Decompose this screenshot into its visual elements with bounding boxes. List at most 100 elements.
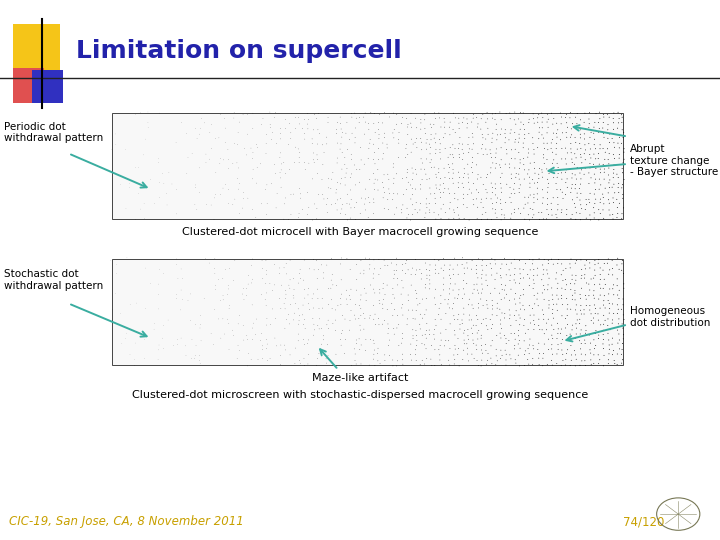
Point — [341, 286, 352, 294]
Point — [505, 214, 516, 222]
Point — [336, 139, 347, 148]
Point — [436, 360, 447, 369]
Point — [561, 331, 572, 340]
Point — [457, 155, 469, 164]
Point — [374, 264, 386, 273]
Point — [486, 360, 498, 368]
Point — [603, 336, 614, 345]
Point — [528, 179, 540, 187]
Point — [533, 321, 544, 330]
Point — [501, 290, 513, 299]
Point — [363, 119, 374, 128]
Point — [171, 260, 182, 268]
Point — [223, 185, 235, 194]
Point — [318, 148, 330, 157]
Point — [556, 144, 567, 153]
Point — [466, 350, 477, 359]
Point — [330, 129, 342, 138]
Point — [589, 135, 600, 144]
Point — [332, 139, 343, 147]
Point — [452, 195, 464, 204]
Point — [598, 311, 609, 320]
Point — [528, 316, 539, 325]
Point — [452, 334, 464, 343]
Point — [467, 321, 479, 329]
Point — [321, 200, 333, 209]
Point — [351, 275, 363, 284]
Point — [524, 266, 536, 274]
Point — [570, 289, 581, 298]
Point — [513, 351, 524, 360]
Point — [157, 334, 168, 342]
Point — [454, 362, 465, 370]
Point — [462, 344, 473, 353]
Point — [313, 325, 325, 333]
Point — [453, 345, 464, 353]
Point — [428, 326, 440, 334]
Point — [496, 309, 508, 318]
Point — [264, 279, 276, 288]
Point — [356, 341, 367, 349]
Point — [475, 295, 487, 303]
Point — [312, 155, 323, 164]
Point — [583, 114, 595, 123]
Point — [594, 140, 606, 149]
Point — [392, 311, 403, 320]
Point — [467, 158, 478, 167]
Point — [560, 178, 572, 187]
Point — [369, 185, 380, 194]
Point — [417, 314, 428, 322]
Point — [410, 346, 421, 354]
Point — [585, 316, 597, 325]
Point — [528, 114, 539, 123]
Point — [270, 314, 282, 322]
Point — [552, 334, 563, 343]
Point — [480, 118, 492, 126]
Point — [447, 286, 459, 294]
Point — [595, 270, 606, 279]
Point — [542, 183, 554, 192]
Point — [472, 299, 484, 308]
Point — [387, 109, 399, 117]
Point — [425, 120, 436, 129]
Point — [495, 346, 507, 354]
Point — [490, 164, 501, 172]
Point — [566, 326, 577, 334]
Point — [416, 175, 428, 184]
Point — [476, 341, 487, 350]
Point — [175, 306, 186, 314]
Point — [358, 113, 369, 122]
Point — [562, 320, 573, 329]
Point — [566, 155, 577, 164]
Point — [313, 305, 325, 313]
Point — [349, 350, 361, 359]
Point — [289, 359, 301, 368]
Point — [527, 176, 539, 184]
Point — [354, 301, 365, 310]
Point — [318, 268, 330, 277]
Point — [358, 325, 369, 334]
Point — [574, 195, 585, 204]
Point — [278, 158, 289, 167]
Point — [513, 184, 525, 193]
Point — [566, 125, 577, 133]
Point — [172, 340, 184, 348]
Point — [387, 291, 399, 299]
Point — [374, 299, 386, 308]
Point — [509, 129, 521, 137]
Point — [303, 159, 315, 167]
Point — [519, 130, 531, 139]
Point — [424, 330, 436, 339]
Point — [522, 270, 534, 279]
Point — [588, 286, 600, 295]
Point — [613, 154, 625, 163]
Point — [110, 130, 122, 138]
Point — [388, 174, 400, 183]
Point — [420, 280, 431, 289]
Point — [481, 188, 492, 197]
Point — [130, 339, 142, 347]
Point — [472, 203, 483, 212]
Point — [585, 309, 597, 318]
Point — [477, 140, 488, 149]
Point — [584, 211, 595, 219]
